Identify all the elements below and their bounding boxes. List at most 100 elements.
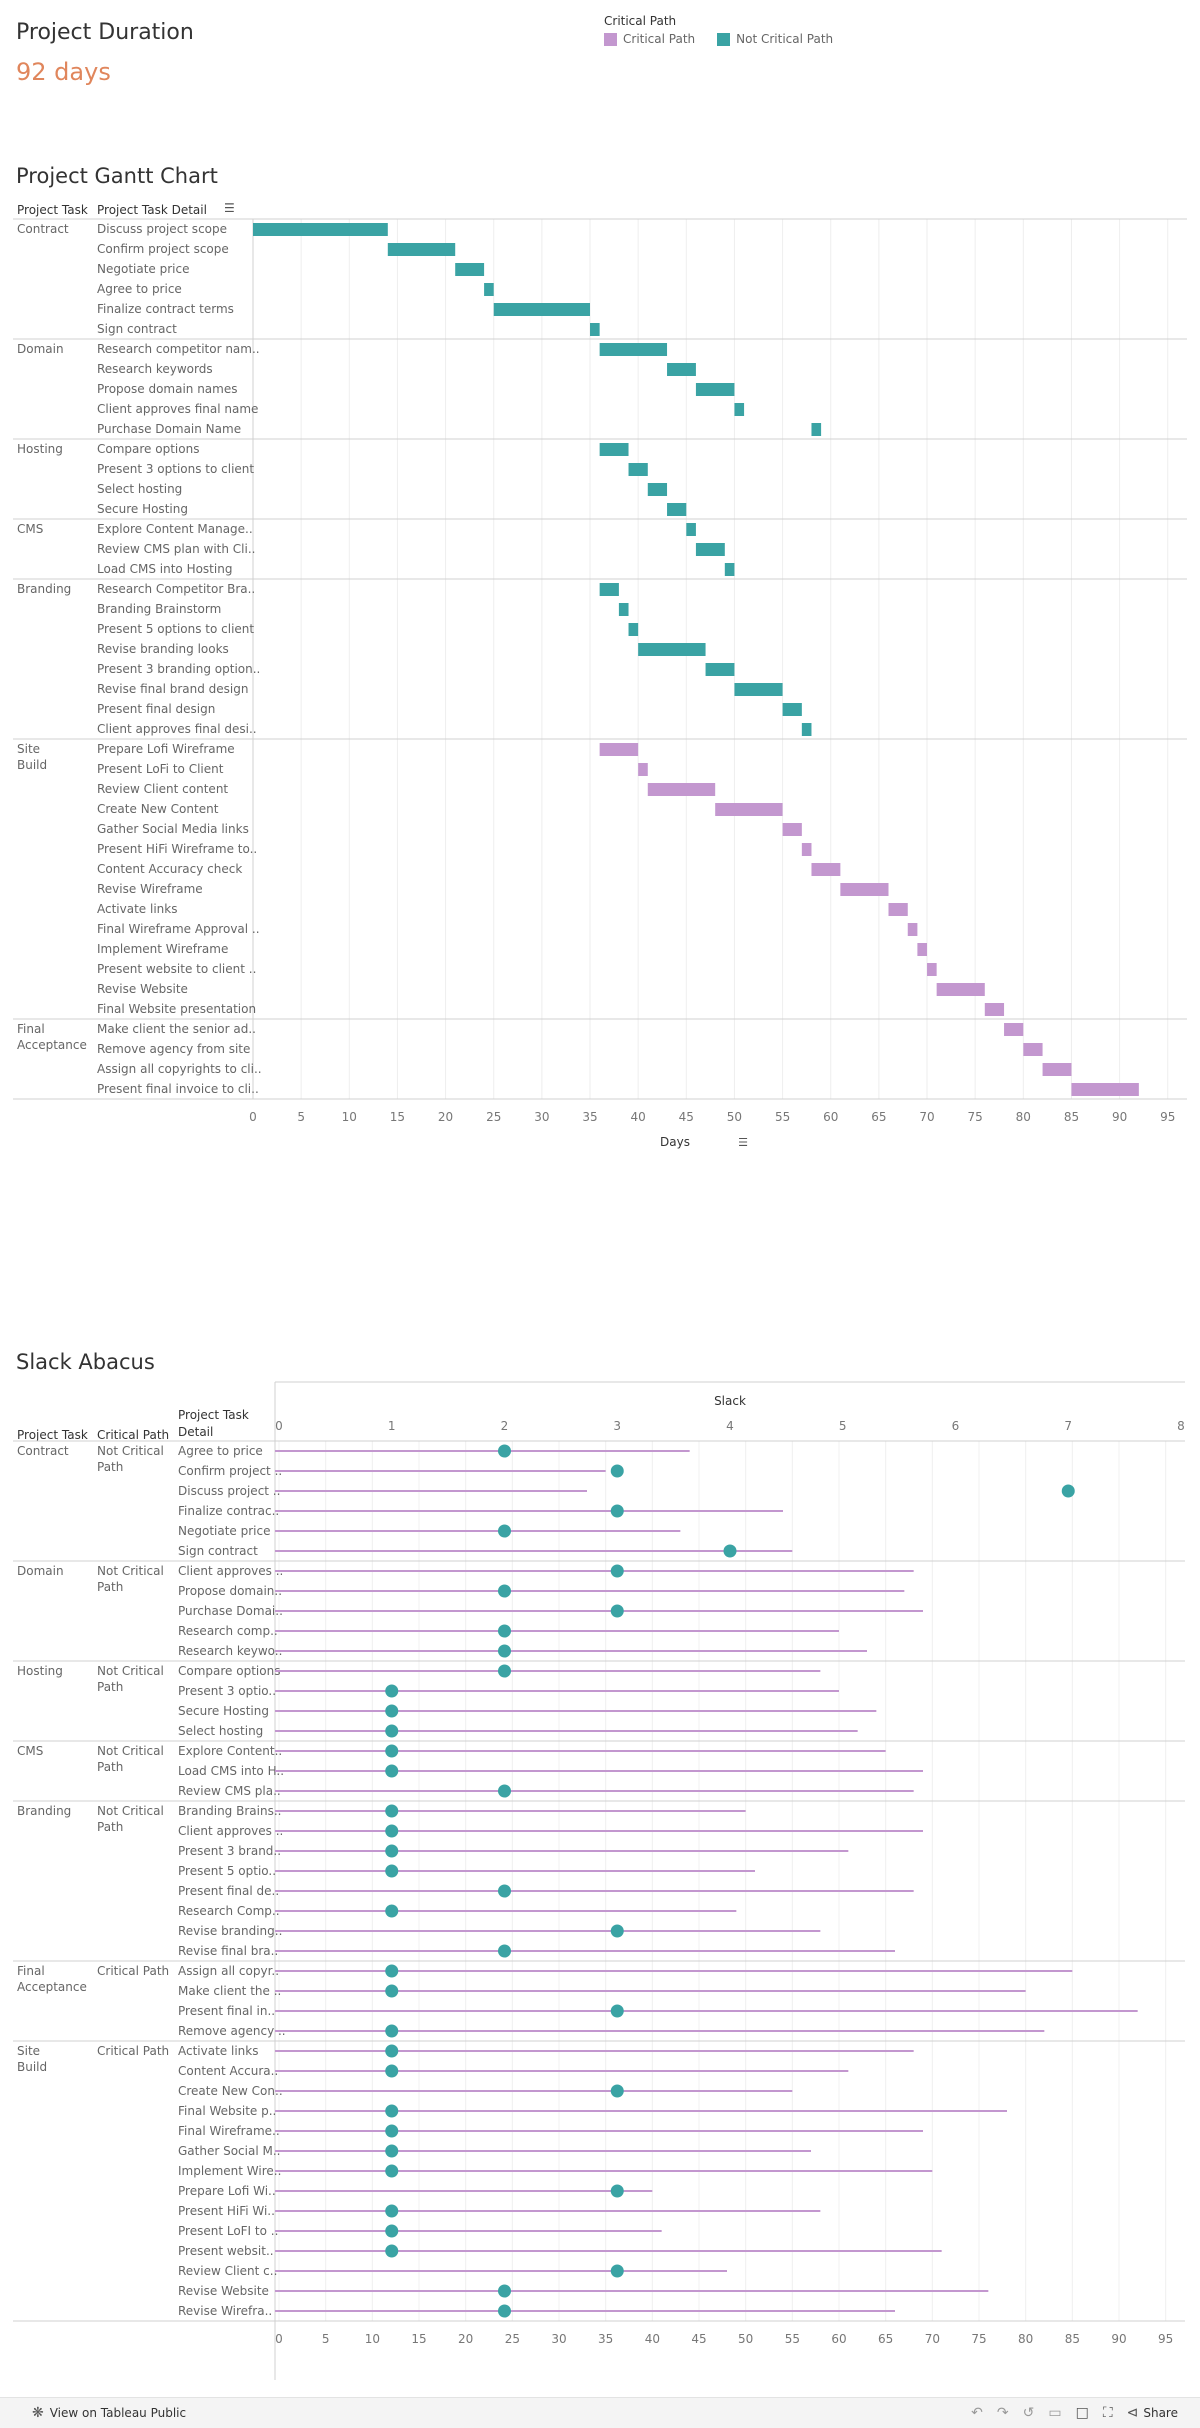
gantt-bar (927, 963, 937, 976)
slack-detail-label: Explore Content.. (178, 1744, 282, 1758)
slack-point (723, 1544, 737, 1558)
gantt-bar (599, 743, 639, 756)
gantt-detail-label: Implement Wireframe (97, 942, 228, 956)
share-icon: ⊲ (1126, 2405, 1139, 2421)
gantt-bar (599, 443, 629, 456)
device-preview-icon[interactable]: □ (1075, 2405, 1089, 2421)
gantt-detail-label: Present website to client .. (97, 962, 256, 976)
slack-point (498, 2284, 511, 2298)
gantt-detail-label: Review CMS plan with Cli.. (97, 542, 255, 556)
slack-bottom-tick: 60 (831, 2332, 846, 2346)
slack-detail-label: Revise final bra.. (178, 1944, 278, 1958)
slack-top-tick: 1 (388, 1419, 396, 1433)
slack-detail-label: Negotiate price (178, 1524, 270, 1538)
sort-icon[interactable]: ☰ (224, 201, 235, 215)
gantt-detail-label: Make client the senior ad.. (97, 1022, 256, 1036)
gantt-bar (1023, 1043, 1043, 1056)
slack-detail-label: Finalize contrac.. (178, 1504, 279, 1518)
gantt-task-label: Branding (17, 582, 71, 596)
gantt-detail-label: Purchase Domain Name (97, 422, 241, 436)
gantt-bar (734, 683, 783, 696)
gantt-x-tick: 60 (823, 1110, 838, 1124)
slack-bottom-tick: 75 (971, 2332, 986, 2346)
slack-detail-label: Revise Website (178, 2284, 269, 2298)
gantt-detail-label: Client approves final desi.. (97, 722, 257, 736)
slack-point (385, 1804, 399, 1818)
gantt-bar (984, 1003, 1005, 1016)
slack-point (610, 2184, 624, 2198)
slack-detail-label: Revise branding.. (178, 1924, 282, 1938)
share-button[interactable]: ⊲ Share (1127, 2405, 1178, 2421)
slack-point (385, 2164, 399, 2178)
gantt-bar (638, 643, 706, 656)
gantt-x-tick: 25 (486, 1110, 501, 1124)
gantt-bar (715, 803, 783, 816)
slack-detail-label: Present HiFi Wi.. (178, 2204, 275, 2218)
duration-label: Project Duration (16, 20, 194, 45)
slack-detail-label: Content Accura.. (178, 2064, 278, 2078)
gantt-detail-label: Research Competitor Bra.. (97, 582, 255, 596)
legend-item-critical[interactable]: Critical Path (604, 32, 695, 46)
gantt-x-tick: 70 (919, 1110, 934, 1124)
fullscreen-icon[interactable]: ⛶ (1102, 2405, 1113, 2421)
gantt-bar (667, 363, 696, 376)
gantt-detail-label: Negotiate price (97, 262, 189, 276)
slack-bottom-tick: 85 (1065, 2332, 1080, 2346)
slack-point (385, 1844, 399, 1858)
slack-bottom-tick: 35 (598, 2332, 613, 2346)
redo-icon[interactable]: ↷ (996, 2405, 1009, 2421)
slack-bottom-tick: 50 (738, 2332, 753, 2346)
slack-top-tick: 8 (1177, 1419, 1185, 1433)
slack-bottom-tick: 80 (1018, 2332, 1033, 2346)
slack-point (498, 1584, 511, 1598)
gantt-bar (801, 843, 812, 856)
slack-detail-label: Select hosting (178, 1724, 263, 1738)
gantt-bar (782, 823, 802, 836)
slack-top-tick: 7 (1064, 1419, 1072, 1433)
slack-top-tick: 4 (726, 1419, 734, 1433)
slack-point (498, 1944, 511, 1958)
slack-detail-label: Propose domain.. (178, 1584, 282, 1598)
gantt-x-tick: 85 (1064, 1110, 1079, 1124)
slack-task-label: Site (17, 2044, 40, 2058)
revert-icon[interactable]: ↺ (1022, 2405, 1035, 2421)
gantt-bar (801, 723, 812, 736)
view-on-tableau-link[interactable]: ❋ View on Tableau Public (32, 2405, 186, 2421)
slack-critical-path-label: Path (97, 1580, 123, 1594)
slack-point (385, 1704, 399, 1718)
gantt-bar (695, 543, 725, 556)
slack-detail-label: Gather Social M.. (178, 2144, 280, 2158)
legend-swatch-critical (604, 32, 617, 46)
gantt-bar (667, 503, 687, 516)
slack-detail-label: Discuss project .. (178, 1484, 280, 1498)
undo-icon[interactable]: ↶ (971, 2405, 983, 2421)
slack-point (498, 1884, 511, 1898)
slack-point (385, 1904, 399, 1918)
gantt-bar (782, 703, 802, 716)
gantt-x-tick: 35 (582, 1110, 597, 1124)
gantt-bar (599, 583, 619, 596)
gantt-bar (590, 323, 600, 336)
gantt-bar (493, 303, 591, 316)
gantt-detail-label: Present HiFi Wireframe to.. (97, 842, 257, 856)
duration-value: 92 days (16, 58, 111, 86)
slack-top-tick: 6 (952, 1419, 960, 1433)
legend-item-not-critical[interactable]: Not Critical Path (717, 32, 833, 46)
slack-point (610, 1564, 624, 1578)
gantt-bar (647, 483, 668, 496)
slack-bottom-tick: 45 (691, 2332, 706, 2346)
slack-detail-label: Sign contract (178, 1544, 258, 1558)
slack-point (385, 1744, 399, 1758)
slack-point (385, 1764, 399, 1778)
gantt-detail-label: Remove agency from site (97, 1042, 250, 1056)
gantt-detail-label: Sign contract (97, 322, 177, 336)
slack-point (385, 1864, 399, 1878)
slack-detail-label: Client approves .. (178, 1564, 283, 1578)
slack-point (610, 1604, 624, 1618)
gantt-bar (599, 343, 668, 356)
gantt-detail-label: Present final design (97, 702, 215, 716)
slack-detail-label: Present LoFI to .. (178, 2224, 278, 2238)
slack-detail-label: Revise Wirefra.. (178, 2304, 272, 2318)
pause-icon[interactable]: ▭ (1048, 2405, 1062, 2421)
gantt-detail-label: Present LoFi to Client (97, 762, 224, 776)
